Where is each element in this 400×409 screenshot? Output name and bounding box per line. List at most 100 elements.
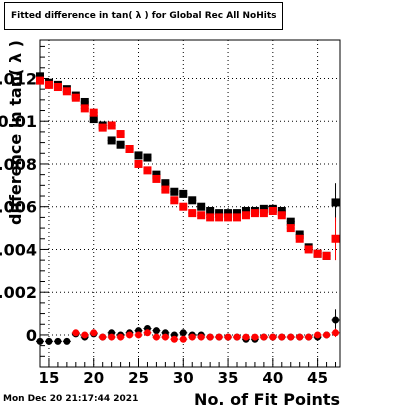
circle-marker [305,333,313,341]
x-tick-label: 40 [262,369,283,387]
square-marker [98,123,107,132]
circle-marker [233,333,241,341]
square-marker [206,206,215,215]
timestamp: Mon Dec 20 21:17:44 2021 [3,394,139,404]
square-marker [259,209,268,218]
circle-marker [117,333,125,341]
square-marker [116,130,125,139]
circle-marker [332,329,340,337]
square-marker [286,224,295,233]
square-marker [233,209,242,218]
circle-marker [161,333,169,341]
square-marker [250,209,259,218]
y-axis-label: difference in tan( λ ) [6,40,25,225]
square-marker [107,136,116,145]
square-marker [295,234,304,243]
square-marker [188,196,197,205]
square-marker [107,121,116,130]
square-marker [89,108,98,117]
circle-marker [99,333,107,341]
x-tick-label: 15 [39,369,60,387]
square-marker [215,209,224,218]
circle-marker [54,337,62,345]
y-tick-label: 0.012 [0,69,37,88]
square-marker [259,204,268,213]
square-marker [233,213,242,222]
circle-marker [206,333,214,341]
square-marker [322,251,331,260]
square-marker [197,202,206,211]
square-marker [36,72,44,81]
circle-marker [296,333,304,341]
square-marker [331,198,340,207]
square-marker [143,166,152,175]
circle-marker [188,333,196,341]
square-marker [170,187,179,196]
square-marker [116,140,125,149]
square-marker [134,151,143,160]
circle-marker [314,331,322,339]
square-marker [89,115,98,124]
circle-marker [224,333,232,341]
x-axis-label: No. of Fit Points [194,390,340,409]
circle-marker [152,333,160,341]
x-tick-label: 45 [307,369,328,387]
square-marker [80,104,89,113]
square-marker [215,213,224,222]
square-marker [170,196,179,205]
circle-marker [36,337,44,345]
square-marker [286,217,295,226]
circle-marker [81,331,89,339]
circle-marker [135,331,143,339]
circle-marker [45,337,53,345]
axis-ticks: 15 20 25 30 35 40 45 0 0.002 0.004 0.006 0.008 0.01 0… [0,45,337,387]
square-marker [241,211,250,220]
y-tick-label: 0.002 [0,283,37,302]
circle-marker [108,333,116,341]
y-tick-label: 0.008 [0,155,37,174]
square-marker [179,202,188,211]
x-tick-label: 20 [83,369,104,387]
circle-marker [215,333,223,341]
square-marker [224,209,233,218]
square-marker [277,206,286,215]
square-marker [80,97,89,106]
square-marker [304,245,313,254]
square-marker [277,211,286,220]
square-marker [179,189,188,198]
square-marker [331,234,340,243]
circle-marker [126,331,134,339]
circle-marker [197,333,205,341]
y-tick-label: 0.01 [0,112,37,131]
square-marker [161,179,170,188]
circle-marker [332,316,340,324]
square-marker [152,170,161,179]
circle-marker [260,333,268,341]
square-marker [152,174,161,183]
y-tick-label: 0.006 [0,198,37,217]
y-tick-label: 0.004 [0,240,37,259]
circle-marker [143,329,151,337]
square-marker [36,76,44,85]
chart-title: Fitted difference in tan( λ ) for Global… [4,2,283,30]
x-tick-label: 25 [128,369,149,387]
x-tick-label: 35 [218,369,239,387]
circle-marker [287,333,295,341]
square-marker [224,213,233,222]
circle-marker [323,331,331,339]
data-points [36,67,340,346]
square-marker [197,211,206,220]
circle-marker [179,335,187,343]
circle-marker [90,329,98,337]
circle-marker [242,333,250,341]
square-marker [71,93,80,102]
square-marker [161,185,170,194]
square-marker [295,230,304,239]
circle-marker [170,335,178,343]
x-tick-label: 30 [173,369,194,387]
square-marker [62,87,71,96]
square-marker [188,209,197,218]
circle-marker [72,329,80,337]
square-marker [143,153,152,162]
